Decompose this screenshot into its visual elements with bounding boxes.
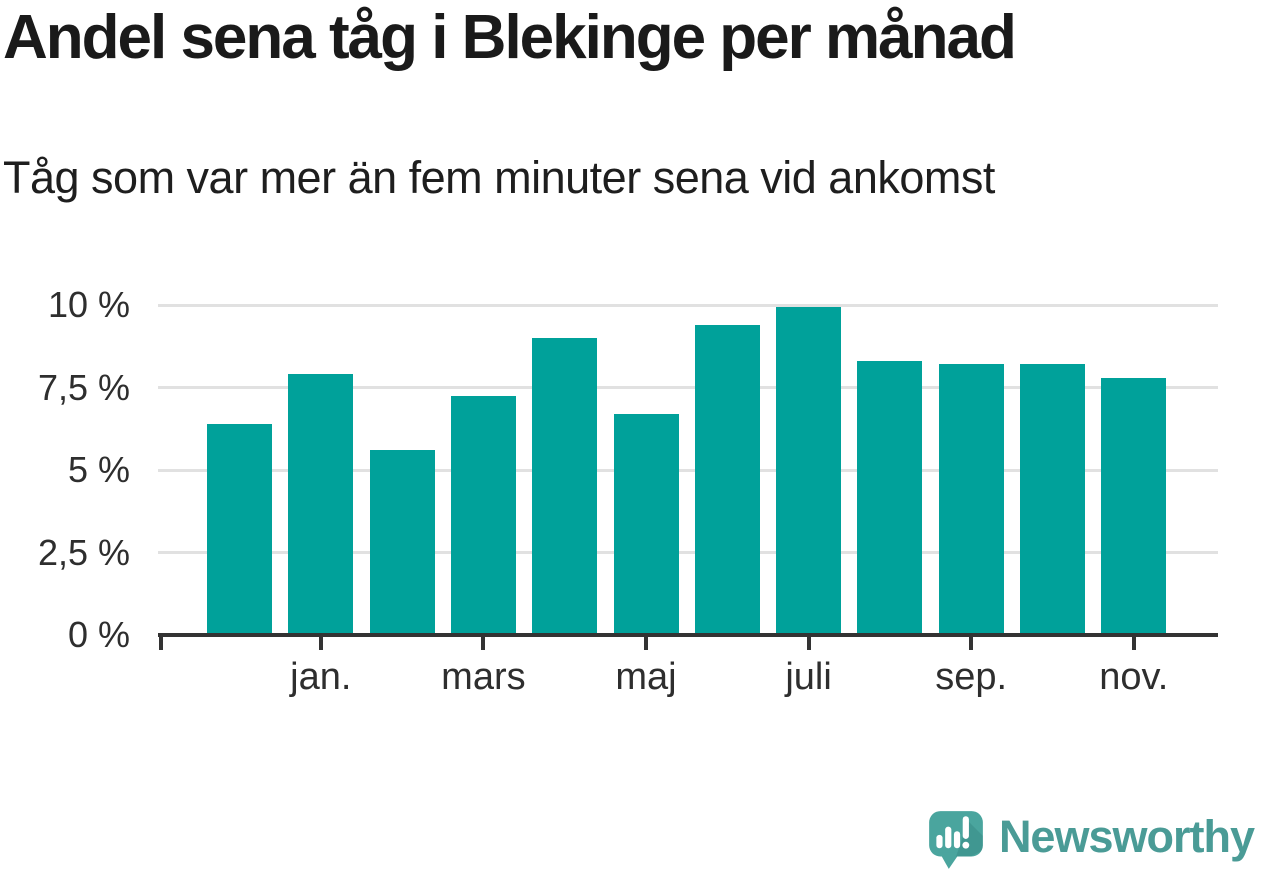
gridline <box>158 386 1218 389</box>
x-axis-label: maj <box>615 656 677 698</box>
bar <box>694 324 760 635</box>
y-axis-label: 7,5 % <box>37 366 130 408</box>
bar <box>1101 377 1167 635</box>
bar <box>857 361 923 635</box>
bar <box>776 306 842 635</box>
x-axis-label: juli <box>785 656 832 698</box>
x-axis-label: nov. <box>1099 656 1169 698</box>
chart-title: Andel sena tåg i Blekinge per månad <box>3 3 1017 72</box>
newsworthy-chart-bubble-icon <box>929 811 983 869</box>
y-axis-label: 10 % <box>47 284 130 325</box>
y-axis-label: 5 % <box>67 449 130 490</box>
plot-area: jan. mars maj juli sep. nov. <box>158 290 1218 698</box>
bar <box>369 450 435 635</box>
bar <box>207 423 272 635</box>
x-axis-label: sep. <box>935 656 1008 698</box>
newsworthy-logo: Newsworthy <box>927 809 1255 871</box>
x-axis-tick <box>1131 637 1136 650</box>
bar <box>450 395 516 635</box>
y-axis-label: 2,5 % <box>37 531 130 573</box>
y-axis-label: 0 % <box>67 614 130 655</box>
x-axis-line <box>158 633 1218 637</box>
x-axis-tick <box>806 637 811 650</box>
x-axis-tick <box>644 637 648 650</box>
x-axis-label: mars <box>441 656 526 698</box>
x-axis-tick <box>969 637 974 650</box>
x-axis-tick <box>481 637 486 650</box>
bar <box>613 413 679 635</box>
bar <box>532 338 598 635</box>
bar <box>938 364 1004 635</box>
x-axis-tick <box>159 637 163 650</box>
gridline <box>158 303 1218 307</box>
x-axis-tick <box>318 637 323 650</box>
gridline <box>158 468 1218 472</box>
chart-subtitle: Tåg som var mer än fem minuter sena vid … <box>3 152 995 203</box>
bar <box>1020 364 1085 635</box>
newsworthy-wordmark: Newsworthy <box>998 810 1255 862</box>
gridline <box>158 551 1218 554</box>
bar <box>288 374 354 635</box>
x-axis-label: jan. <box>290 656 352 698</box>
